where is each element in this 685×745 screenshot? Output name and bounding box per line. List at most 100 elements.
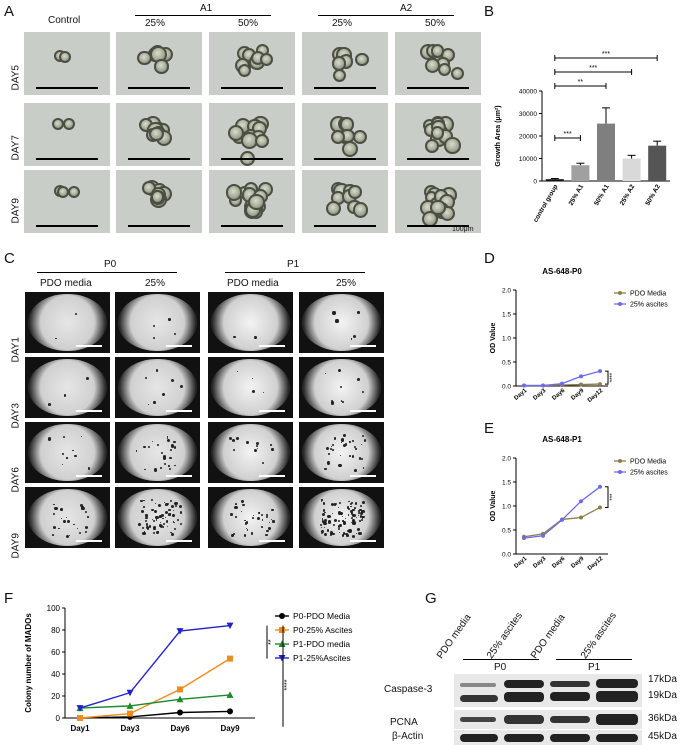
legend-label: 25% ascites (630, 302, 668, 309)
panel-letter-b: B (484, 3, 495, 20)
row-label-day5: DAY5 (10, 65, 22, 91)
blot-bactin (454, 730, 642, 745)
data-point (598, 505, 602, 510)
x-tick-label: control group (532, 183, 559, 223)
x-tick-label: Day3 (532, 388, 547, 402)
chart-e: AS-648-P1 0.0 0.5 1.0 1.5 2.0 OD Value Day1 Day3… (490, 435, 668, 572)
legend-label: P0-PDO Media (293, 611, 350, 621)
y-tick-label: 1.5 (502, 480, 511, 487)
panel-letter-c: C (4, 250, 15, 267)
legend-label: 25% ascites (630, 470, 668, 477)
data-point (176, 695, 184, 703)
y-tick-label: 10000 (519, 156, 537, 163)
micrograph (209, 170, 295, 233)
data-point (560, 381, 564, 386)
sig-bracket (605, 370, 609, 385)
culture-well (208, 422, 293, 483)
data-point (176, 628, 184, 635)
data-point (598, 484, 602, 489)
y-tick-label: 80 (51, 626, 60, 635)
y-tick-label: 0.0 (502, 552, 511, 559)
chart-title: AS-648-P0 (542, 267, 582, 276)
culture-well (25, 357, 110, 418)
col-label-p0-25: 25% (145, 278, 166, 289)
group-line-a2 (318, 15, 454, 16)
culture-well (115, 422, 200, 483)
x-tick-label: Day1 (513, 388, 528, 402)
protein-pcna: PCNA (390, 717, 418, 728)
y-tick-label: 1.0 (502, 504, 511, 511)
data-point (541, 533, 545, 538)
lane-label-4: 25% ascites (578, 610, 619, 661)
y-axis-label: OD Value (490, 323, 497, 354)
series-line (79, 694, 231, 709)
col-label-a2-50: 50% (425, 18, 446, 29)
bar (597, 123, 615, 181)
micrograph (395, 170, 481, 233)
y-axis-label: Colony number of MADOs (24, 613, 33, 713)
y-tick-label: 100 (47, 604, 61, 613)
x-tick-label: 25% A1 (568, 183, 586, 207)
legend-label: P0-25% Ascites (293, 625, 353, 635)
series-line (79, 658, 231, 719)
data-point (227, 708, 233, 715)
x-tick-label: Day1 (70, 724, 90, 733)
data-point (76, 705, 84, 712)
culture-well (299, 487, 384, 548)
lane-label-3: PDO media (528, 612, 568, 661)
group-label-a2: A2 (400, 3, 413, 14)
culture-well (299, 357, 384, 418)
micrograph (24, 103, 110, 166)
micrograph (116, 103, 202, 166)
y-tick-label: 60 (51, 648, 60, 657)
data-point (77, 715, 83, 721)
y-tick-label: 40000 (519, 89, 537, 96)
data-point (226, 691, 234, 698)
y-tick-label: 2.0 (502, 456, 511, 463)
bar (545, 179, 564, 181)
x-tick-label: Day3 (120, 724, 140, 733)
x-tick-label: 50% A1 (593, 183, 611, 207)
micrograph (302, 32, 388, 95)
sig-bracket (605, 486, 609, 508)
y-tick-label: 1.0 (502, 336, 511, 343)
legend-label: P1-25%Ascites (293, 653, 351, 663)
group-line-a1 (135, 15, 271, 16)
data-point (579, 382, 583, 387)
culture-well (208, 292, 293, 353)
group-label-a1: A1 (200, 3, 213, 14)
sig-label: *** (564, 131, 572, 138)
col-label-p1-25: 25% (336, 278, 357, 289)
sig-label: ** (268, 639, 275, 645)
chart-d: AS-648-P0 0.0 0.5 1.0 1.5 2.0 OD Value Day1 Day3… (490, 267, 668, 404)
culture-well (115, 357, 200, 418)
bar (648, 145, 667, 181)
series-line (79, 710, 231, 719)
x-tick-label: 50% A2 (644, 183, 662, 207)
data-point (598, 382, 602, 387)
culture-well (25, 422, 110, 483)
x-tick-label: Day6 (551, 388, 566, 402)
y-axis-label: Growth Area (μm²) (495, 105, 502, 166)
group-label-g-p0: P0 (494, 662, 507, 673)
data-point (579, 499, 583, 504)
col-label-a1-25: 25% (145, 18, 166, 29)
y-tick-label: 0.5 (502, 528, 511, 535)
y-tick-label: 0 (56, 714, 61, 723)
col-label-p0-pdo: PDO media (40, 278, 92, 289)
data-point (522, 383, 526, 388)
col-label-a2-25: 25% (332, 18, 353, 29)
legend-marker (278, 655, 286, 662)
panel-letter-d: D (484, 250, 495, 267)
lane-label-2: 25% ascites (484, 610, 525, 661)
micrograph (395, 103, 481, 166)
row-label-day7: DAY7 (10, 135, 22, 161)
legend-marker (618, 291, 622, 295)
micrograph (24, 32, 110, 95)
bar (622, 158, 641, 181)
blot-pcna (454, 710, 642, 729)
protein-bactin: β-Actin (392, 731, 424, 742)
x-tick-label: Day9 (570, 388, 585, 402)
row-label-day1: DAY1 (10, 337, 22, 363)
series-line (523, 506, 601, 538)
